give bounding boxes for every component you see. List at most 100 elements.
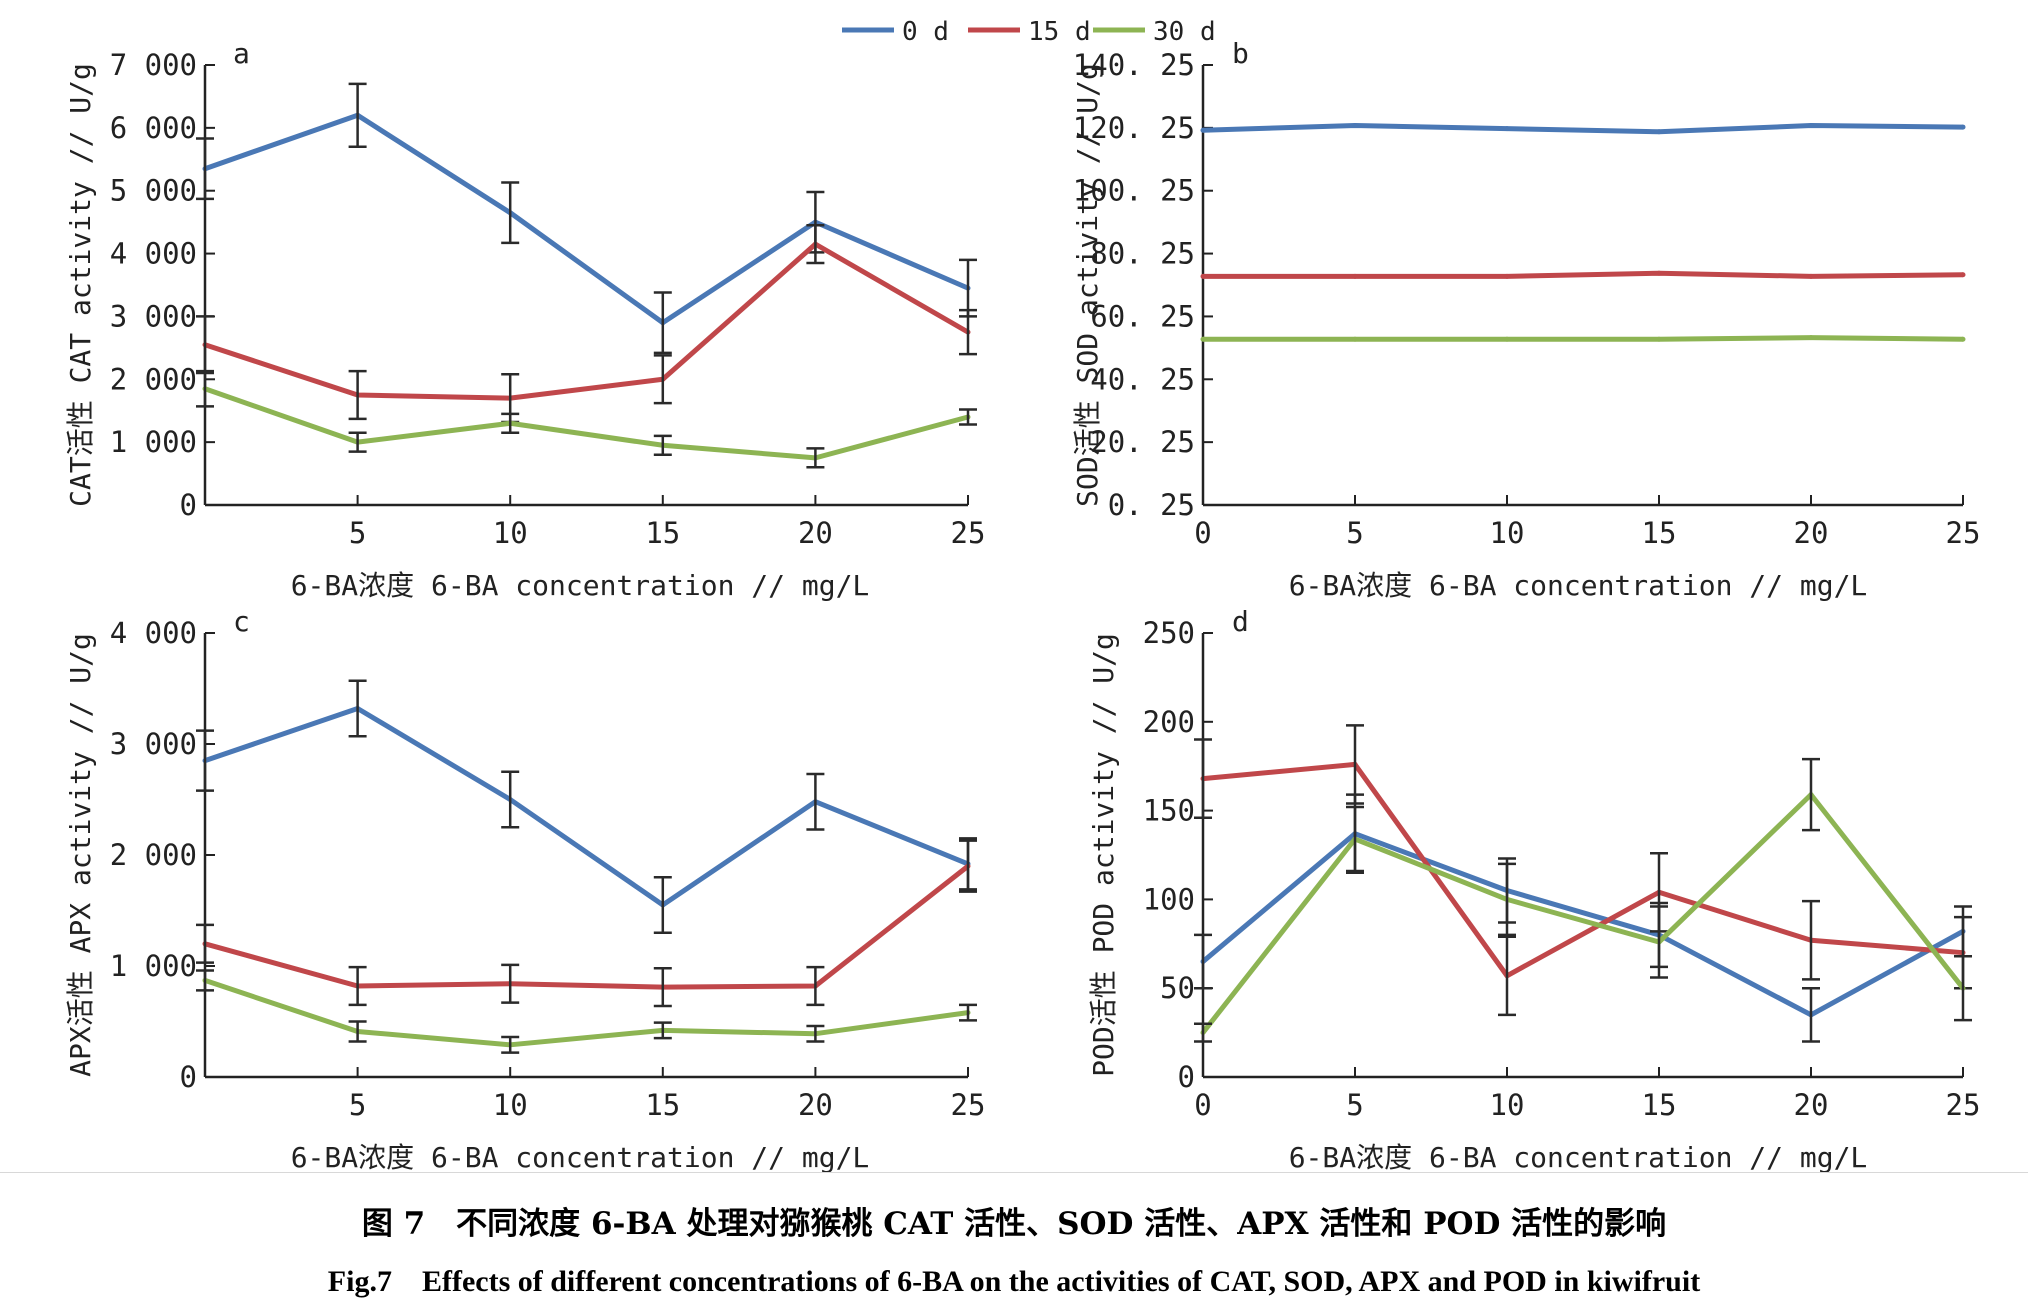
caption-divider [0,1172,2028,1173]
panel-letter: d [1232,605,1249,638]
y-tick-label: 4 000 [110,616,197,650]
x-axis-label: 6-BA浓度 6-BA concentration // mg/L [291,1141,870,1174]
y-tick-label: 120. 25 [1073,111,1195,145]
x-tick-label: 10 [493,1088,528,1122]
series-line-15d [204,864,970,990]
data-point [1200,273,1206,279]
x-axis-label: 6-BA浓度 6-BA concentration // mg/L [291,569,870,602]
x-tick-label: 0 [1194,516,1211,550]
panel-letter: c [233,605,250,638]
error-bar [653,291,672,355]
error-bar [806,965,825,1007]
error-bar [806,772,825,831]
y-tick-label: 1 000 [110,949,197,983]
figure-caption-english: Fig.7 Effects of different concentration… [327,1265,1701,1298]
error-bar [501,412,520,434]
error-bar [196,137,214,201]
data-point [1504,126,1510,132]
y-tick-label: 80. 25 [1090,237,1195,271]
error-bar [653,875,672,934]
error-bar [1194,738,1212,819]
series-line-15d [204,241,970,401]
data-point [1960,124,1966,130]
y-tick-label: 0. 25 [1108,488,1195,522]
y-axis-label: SOD活性 SOD activity // U/g [1071,63,1104,507]
data-point [1808,273,1814,279]
error-bar [501,963,520,1004]
legend-label-3: 30 d [1153,17,1216,47]
error-bar [959,308,977,356]
y-tick-label: 100 [1143,882,1195,916]
error-bar [806,1024,825,1043]
error-bar [348,679,367,738]
error-bar [348,965,367,1007]
y-tick-label: 200 [1143,705,1195,739]
error-bar [501,1035,520,1054]
x-tick-label: 20 [798,1088,833,1122]
series-line-30d [1203,335,1964,342]
data-point [1200,127,1206,133]
y-axis-label: CAT活性 CAT activity // U/g [64,63,97,507]
y-tick-label: 250 [1143,616,1195,650]
series-line-0d [204,112,969,326]
panel-d-pod-activity: 0 50 100 150 200 250 0 5 10 15 20 25 d 6-BA浓度 6-BA co… [1087,605,1980,1174]
x-tick-label: 0 [1194,1088,1211,1122]
series-line-30d [1201,792,1965,1035]
y-tick-label: 6 000 [110,111,197,145]
data-point [1656,336,1662,342]
x-tick-label: 10 [1490,516,1525,550]
y-tick-label: 3 000 [110,299,197,333]
x-tick-label: 25 [1946,516,1981,550]
error-bar [1346,805,1364,873]
y-tick-label: 3 000 [110,727,197,761]
y-tick-label: 4 000 [110,237,197,271]
y-axis-label: APX活性 APX activity // U/g [64,633,97,1077]
error-bar [1498,862,1516,937]
series-line-15d [1202,761,1964,979]
y-tick-label: 150 [1143,794,1195,828]
y-tick-label: 60. 25 [1090,299,1195,333]
data-point [1960,272,1966,278]
x-tick-label: 5 [1346,516,1363,550]
data-point [1656,129,1662,135]
series-line-0d [204,705,969,908]
data-point [1808,123,1814,128]
y-tick-label: 7 000 [110,48,197,82]
data-point [1808,335,1814,341]
error-bar [806,224,825,265]
panel-letter: a [233,37,250,70]
panel-a-cat-activity: 0 1 000 2 000 3 000 4 000 5 000 6 000 7 000 5 10 1… [64,37,985,602]
error-bar [653,966,672,1008]
error-bar [959,408,977,426]
series-line-30d [204,386,969,461]
figure-caption-chinese: 图 7 不同浓度 6-BA 处理对猕猴桃 CAT 活性、SOD 活性、APX 活… [361,1206,1667,1242]
x-tick-label: 15 [645,516,680,550]
data-point [1960,336,1966,342]
error-bar [196,369,214,408]
x-axis-label: 6-BA浓度 6-BA concentration // mg/L [1289,569,1868,602]
error-bar [501,181,520,245]
x-tick-label: 20 [798,516,833,550]
error-bar [1650,905,1668,979]
x-tick-label: 10 [493,516,528,550]
error-bar [806,447,825,469]
error-bar [1954,954,1972,1022]
data-point [1504,273,1510,279]
y-tick-label: 50 [1160,971,1195,1005]
error-bar [348,369,367,421]
x-tick-label: 15 [1642,1088,1677,1122]
y-tick-label: 40. 25 [1090,362,1195,396]
x-tick-label: 10 [1490,1088,1525,1122]
x-tick-label: 5 [349,1088,366,1122]
error-bar [501,770,520,829]
x-axis-label: 6-BA浓度 6-BA concentration // mg/L [1289,1141,1868,1174]
error-bar [1802,757,1820,832]
x-tick-label: 5 [349,516,366,550]
data-point [1352,123,1358,128]
error-bar [1346,724,1364,805]
error-bar [653,434,672,456]
chart-legend: 0 d 15 d 30 d [842,17,1216,47]
y-tick-label: 2 000 [110,838,197,872]
x-tick-label: 25 [951,516,986,550]
